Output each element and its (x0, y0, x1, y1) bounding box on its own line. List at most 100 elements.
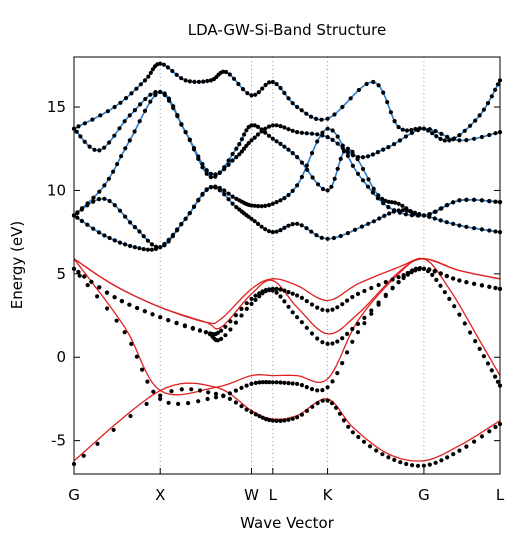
gw-point-b7-47 (266, 124, 272, 129)
gw-point-b5-45 (259, 204, 264, 209)
gw-point-b7-51 (282, 125, 287, 130)
gw-point-b3-15 (182, 324, 187, 329)
gw-point-b6-88 (444, 203, 449, 208)
gw-point-b2-43 (299, 320, 304, 325)
gw-point-b7-64 (345, 150, 350, 155)
gw-point-b8-77 (417, 126, 422, 131)
plot-border (73, 56, 501, 475)
gw-point-b2-50 (335, 339, 340, 344)
gw-point-b1-45 (340, 361, 345, 366)
x-tick-label: W (244, 486, 259, 504)
gw-point-b7-55 (299, 130, 304, 135)
gw-point-b5-69 (370, 190, 375, 195)
gw-point-b6-2 (80, 206, 85, 211)
gw-point-b2-38 (278, 294, 283, 299)
gw-point-b1-49 (362, 321, 367, 326)
gw-point-b3-66 (421, 266, 426, 271)
gw-point-b3-55 (362, 288, 367, 294)
gw-point-b0-37 (329, 401, 335, 406)
gw-point-b3-12 (158, 315, 163, 320)
y-axis-label: Energy (eV) (8, 221, 26, 309)
gw-point-b8-44 (256, 90, 261, 95)
gw-point-b3-38 (278, 287, 283, 292)
gw-point-b6-95 (493, 199, 498, 204)
gw-point-b5-18 (158, 245, 163, 250)
gw-point-b3-3 (89, 279, 94, 284)
gw-point-b3-71 (451, 276, 456, 281)
gw-point-b7-22 (175, 114, 180, 119)
gw-point-b5-12 (132, 225, 137, 230)
gw-point-b8-54 (295, 104, 300, 110)
gw-point-b7-10 (117, 126, 122, 131)
gw-point-b0-51 (404, 461, 409, 467)
gw-point-b4-57 (309, 229, 314, 234)
gw-point-b6-58 (315, 182, 321, 187)
gw-point-b3-27 (233, 313, 238, 318)
gw-point-b8-40 (240, 87, 246, 92)
gw-point-b8-18 (158, 61, 163, 66)
gw-point-b2-56 (369, 308, 374, 313)
x-tick-label: G (68, 486, 80, 504)
gw-point-b0-50 (398, 460, 403, 465)
gw-point-b6-57 (310, 175, 315, 180)
gw-point-b1-14 (176, 401, 181, 406)
gw-point-b1-39 (309, 387, 315, 392)
y-tick-label: -5 (51, 432, 66, 450)
gw-point-b8-63 (348, 96, 353, 101)
gw-point-b8-67 (376, 83, 381, 88)
gw-point-b6-52 (286, 147, 291, 152)
y-axis: -5 0 5 10 15 (47, 98, 500, 450)
gw-point-b4-81 (438, 218, 443, 223)
gw-point-b3-72 (457, 278, 462, 283)
gw-point-b6-43 (252, 123, 257, 128)
gw-point-b4-61 (331, 235, 336, 241)
gw-point-b5-19 (162, 243, 167, 248)
gw-point-b0-57 (439, 458, 444, 463)
gw-point-b4-83 (451, 221, 456, 226)
gw-point-b7-20 (166, 98, 172, 103)
gw-point-b2-52 (345, 331, 350, 336)
gw-point-b5-50 (278, 198, 283, 203)
gw-point-b4-50 (278, 228, 283, 233)
gw-point-b0-17 (244, 407, 249, 412)
gw-point-b8-29 (205, 78, 210, 84)
gw-point-b0-40 (341, 418, 346, 423)
gw-point-b0-29 (290, 416, 295, 421)
gw-point-b3-75 (479, 283, 484, 288)
gw-point-b7-50 (278, 124, 283, 129)
gw-point-b8-85 (452, 136, 457, 141)
gw-point-b5-13 (137, 229, 142, 234)
gw-point-b8-52 (286, 96, 291, 101)
gw-point-b0-16 (239, 404, 244, 409)
gw-point-b7-85 (464, 138, 469, 143)
gw-point-b3-37 (274, 286, 279, 291)
gw-point-b4-68 (377, 216, 382, 221)
gw-point-b6-9 (115, 162, 120, 167)
gw-point-b0-47 (380, 452, 385, 457)
gw-point-b2-27 (233, 320, 238, 325)
gw-point-b8-13 (146, 74, 151, 79)
gw-point-b6-54 (295, 155, 300, 160)
gw-point-b4-89 (493, 229, 498, 234)
gw-point-b2-55 (362, 315, 367, 320)
gw-point-b4-34 (226, 197, 231, 202)
gw-point-b3-23 (215, 330, 221, 335)
x-tick-label: L (496, 486, 505, 504)
gw-point-b7-46 (263, 126, 268, 131)
gw-point-b1-5 (114, 318, 119, 323)
gw-point-b7-71 (381, 147, 386, 152)
gw-point-b1-40 (315, 388, 320, 393)
gw-point-b6-35 (230, 151, 235, 157)
gw-point-b5-75 (403, 212, 408, 217)
gw-point-b8-89 (473, 118, 478, 123)
gw-point-b0-46 (374, 448, 379, 453)
gw-point-b4-88 (487, 228, 492, 233)
gw-point-b6-38 (239, 137, 244, 142)
gw-point-b1-16 (196, 399, 201, 404)
gw-point-b3-63 (409, 269, 414, 274)
lda_red-band-0 (73, 382, 501, 462)
gw-point-b4-45 (259, 224, 264, 229)
gw-point-b3-41 (290, 291, 295, 296)
gw-point-b6-86 (432, 209, 437, 214)
gw-point-b5-68 (365, 184, 371, 189)
